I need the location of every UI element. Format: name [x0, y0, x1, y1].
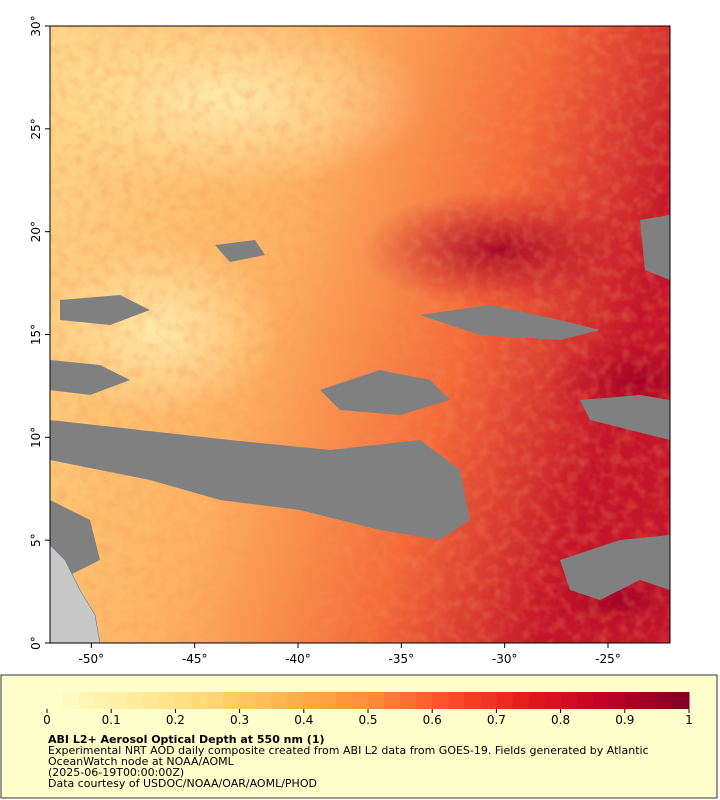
colorbar-step	[287, 692, 305, 709]
colorbar-step	[351, 692, 369, 709]
x-tick-label: -25°	[595, 652, 621, 666]
colorbar-step	[319, 692, 337, 709]
y-tick-label: 20°	[29, 221, 43, 242]
colorbar-step	[239, 692, 257, 709]
x-tick-label: -50°	[79, 652, 105, 666]
colorbar-step	[432, 692, 449, 709]
colorbar-step	[95, 692, 112, 709]
legend-line: (2025-06-19T00:00:00Z)	[48, 766, 184, 779]
colorbar-step	[672, 692, 690, 709]
colorbar-step	[223, 692, 241, 709]
colorbar-step	[63, 692, 80, 709]
colorbar-step	[560, 692, 578, 709]
colorbar-step	[624, 692, 642, 709]
colorbar-step	[368, 692, 385, 709]
y-tick-label: 0°	[29, 636, 43, 650]
colorbar-step	[512, 692, 529, 709]
colorbar-step	[271, 692, 289, 709]
colorbar-step	[255, 692, 273, 709]
colorbar-step	[191, 692, 208, 709]
colorbar-step	[592, 692, 610, 709]
y-tick-label: 30°	[29, 15, 43, 36]
colorbar-step	[175, 692, 192, 709]
colorbar-tick-label: 0.5	[358, 713, 377, 727]
colorbar-tick-label: 0.8	[551, 713, 570, 727]
colorbar-tick-label: 0.7	[487, 713, 506, 727]
x-tick-label: -40°	[285, 652, 311, 666]
y-tick-label: 15°	[29, 324, 43, 345]
colorbar-step	[384, 692, 401, 709]
colorbar-step	[496, 692, 513, 709]
colorbar-step	[127, 692, 144, 709]
x-tick-label: -45°	[182, 652, 208, 666]
colorbar-step	[400, 692, 417, 709]
colorbar-tick-label: 0.9	[615, 713, 634, 727]
colorbar-step	[576, 692, 594, 709]
colorbar-step	[448, 692, 465, 709]
colorbar-step	[464, 692, 481, 709]
y-tick-label: 25°	[29, 118, 43, 139]
colorbar-step	[303, 692, 321, 709]
colorbar-step	[640, 692, 658, 709]
colorbar-step	[111, 692, 128, 709]
colorbar-step	[143, 692, 160, 709]
legend-line: OceanWatch node at NOAA/AOML	[48, 755, 235, 768]
colorbar-step	[608, 692, 626, 709]
colorbar-step	[544, 692, 562, 709]
colorbar-tick-label: 0	[43, 713, 51, 727]
colorbar-step	[79, 692, 96, 709]
colorbar-tick-label: 1	[685, 713, 693, 727]
legend-line: Experimental NRT AOD daily composite cre…	[48, 744, 649, 757]
y-tick-label: 10°	[29, 427, 43, 448]
x-tick-label: -30°	[492, 652, 518, 666]
colorbar-tick-label: 0.3	[230, 713, 249, 727]
colorbar-tick-label: 0.2	[166, 713, 185, 727]
map-image	[50, 26, 670, 643]
y-tick-label: 5°	[29, 533, 43, 547]
colorbar-step	[528, 692, 546, 709]
colorbar-step	[207, 692, 225, 709]
x-tick-label: -35°	[389, 652, 415, 666]
colorbar-tick-label: 0.4	[294, 713, 313, 727]
legend-title: ABI L2+ Aerosol Optical Depth at 550 nm …	[48, 733, 325, 746]
colorbar-step	[416, 692, 433, 709]
colorbar-step	[159, 692, 176, 709]
colorbar-tick-label: 0.6	[423, 713, 442, 727]
legend-line: Data courtesy of USDOC/NOAA/OAR/AOML/PHO…	[48, 777, 317, 790]
colorbar-tick-label: 0.1	[102, 713, 121, 727]
colorbar-step	[656, 692, 674, 709]
colorbar-step	[47, 692, 64, 709]
colorbar-step	[335, 692, 353, 709]
colorbar-step	[480, 692, 497, 709]
